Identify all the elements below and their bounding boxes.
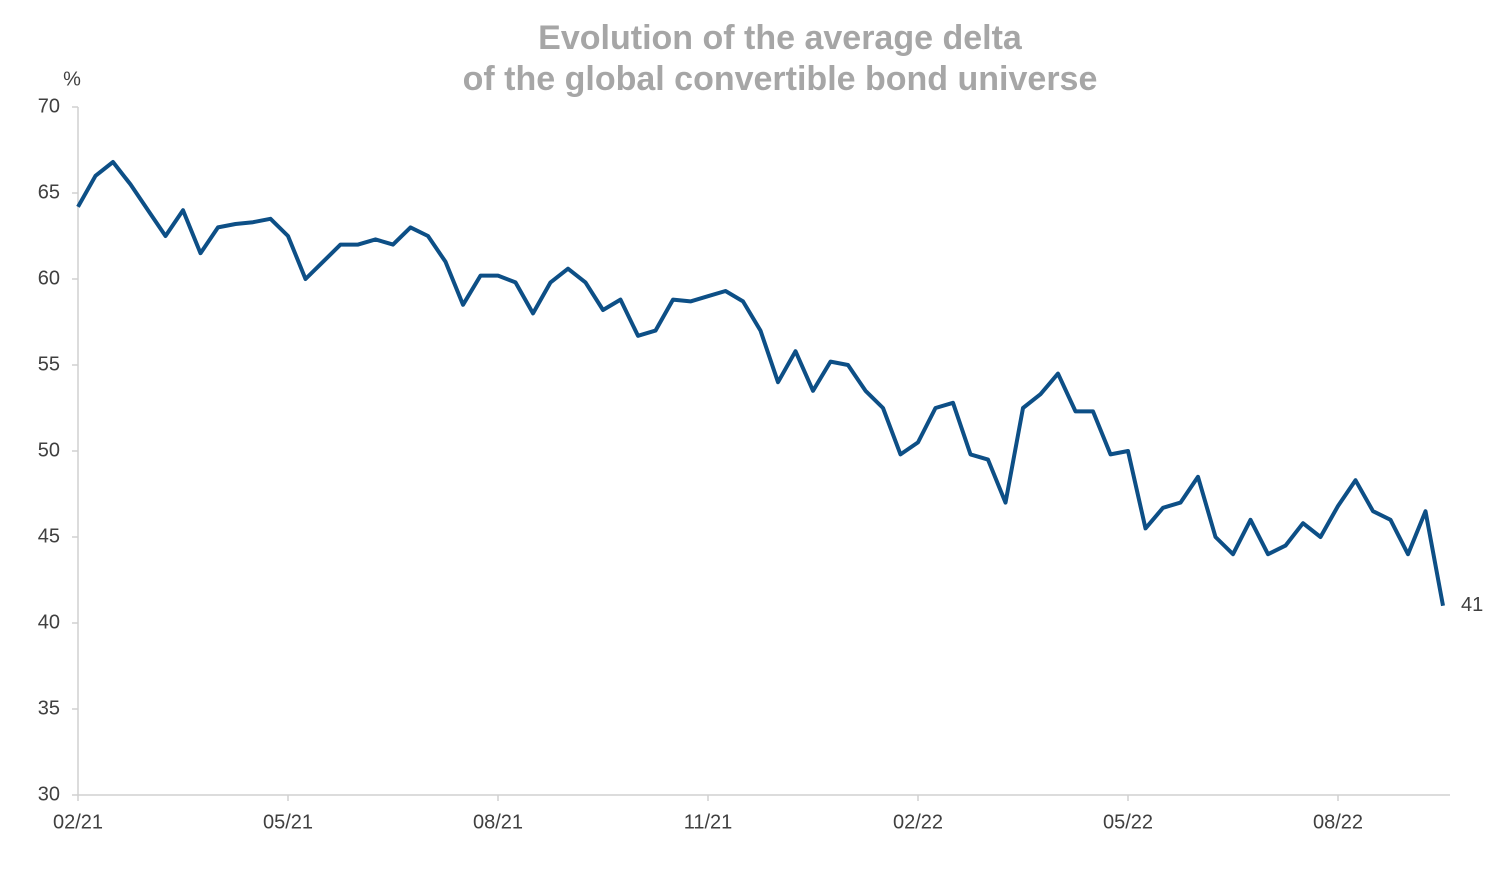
x-tick-label: 05/21 bbox=[263, 811, 313, 833]
x-tick-label: 11/21 bbox=[684, 811, 733, 833]
line-series bbox=[76, 160, 1445, 607]
y-tick-label: 45 bbox=[38, 525, 60, 547]
data-label: 41 bbox=[1461, 594, 1483, 616]
chart-title: Evolution of the average delta bbox=[538, 19, 1023, 57]
x-tick-label: 08/21 bbox=[473, 811, 523, 833]
y-tick-label: 30 bbox=[38, 783, 60, 805]
y-tick-label: 60 bbox=[38, 267, 60, 289]
y-tick-label: 65 bbox=[38, 181, 60, 203]
y-tick-label: 50 bbox=[38, 439, 60, 461]
y-axis-label: % bbox=[63, 68, 81, 90]
x-tick-label: 02/21 bbox=[53, 811, 103, 833]
y-tick-label: 55 bbox=[38, 353, 60, 375]
y-tick-label: 40 bbox=[38, 611, 60, 633]
x-tick-label: 02/22 bbox=[893, 811, 943, 833]
chart-title: of the global convertible bond universe bbox=[463, 60, 1098, 98]
y-tick-label: 35 bbox=[38, 697, 60, 719]
y-tick-label: 70 bbox=[38, 95, 60, 117]
x-tick-label: 05/22 bbox=[1103, 811, 1153, 833]
x-tick-label: 08/22 bbox=[1313, 811, 1363, 833]
